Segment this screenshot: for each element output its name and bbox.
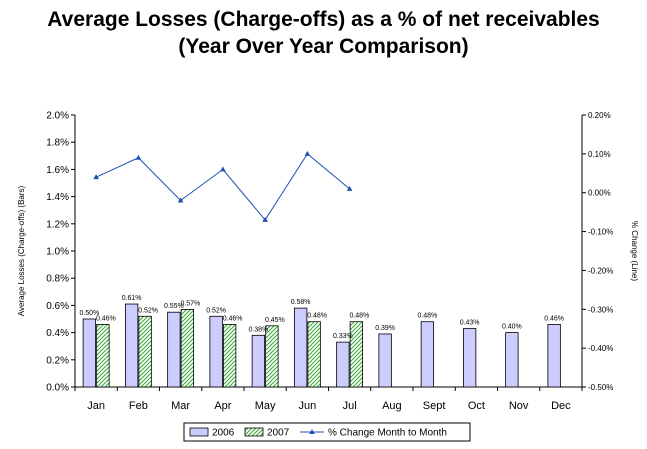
x-tick-label: Jul — [343, 400, 357, 412]
data-label-2006: 0.38% — [248, 326, 268, 333]
data-label-2007: 0.48% — [307, 313, 327, 320]
bar-2007 — [138, 315, 152, 388]
y-tick-label: 0.2% — [46, 355, 69, 366]
legend-label-2007: 2007 — [267, 428, 290, 439]
bar-2006 — [82, 318, 97, 388]
line-point — [135, 154, 142, 160]
y-tick-label: 2.0% — [46, 111, 69, 122]
legend-label-line: % Change Month to Month — [328, 428, 447, 439]
y-tick-label: 1.6% — [46, 165, 69, 176]
line-point — [262, 216, 268, 222]
data-label-2006: 0.55% — [164, 303, 184, 310]
y-axis-title: Average Losses (Charge-offs) (Bars) — [17, 185, 26, 316]
line-point — [220, 166, 226, 172]
x-tick-label: Sept — [423, 400, 446, 412]
data-label-2006: 0.40% — [502, 324, 522, 331]
chart-subtitle: (Year Over Year Comparison) — [178, 35, 469, 58]
x-tick-label: Jun — [299, 400, 317, 412]
data-label-2006: 0.52% — [206, 307, 226, 314]
chart-title: Average Losses (Charge-offs) as a % of n… — [0, 6, 647, 60]
data-label-2006: 0.58% — [291, 299, 311, 306]
bar-2006 — [124, 303, 139, 388]
y-tick-label: 0.4% — [46, 328, 69, 339]
y2-tick-label: -0.20% — [588, 266, 613, 275]
legend-marker-line — [309, 429, 315, 434]
bar-2007 — [180, 309, 195, 388]
y2-tick-label: -0.40% — [588, 344, 613, 353]
bar-2006 — [209, 315, 223, 388]
line-point — [93, 174, 99, 180]
y-tick-label: 0.6% — [46, 301, 69, 312]
x-tick-label: Aug — [382, 400, 402, 412]
data-label-2006: 0.39% — [375, 325, 395, 332]
y-tick-label: 1.4% — [46, 192, 69, 203]
legend-swatch-2006 — [189, 427, 209, 437]
x-tick-label: Dec — [551, 400, 571, 412]
y-tick-label: 0.0% — [46, 383, 69, 394]
line-point — [346, 185, 353, 191]
bar-2006 — [336, 341, 350, 388]
line-point — [304, 150, 311, 156]
y2-tick-label: 0.10% — [588, 150, 611, 159]
bar-2007 — [265, 325, 279, 388]
bar-2006 — [167, 311, 181, 388]
bar-2006 — [378, 333, 392, 388]
bar-2006 — [420, 321, 435, 388]
legend-label-2006: 2006 — [212, 428, 235, 439]
data-label-2007: 0.52% — [138, 307, 158, 314]
y2-axis-title: % Change (Line) — [630, 221, 639, 281]
bar-2006 — [293, 307, 308, 388]
bar-2007 — [222, 324, 237, 388]
x-tick-label: Apr — [214, 400, 231, 412]
y-tick-label: 1.8% — [46, 138, 69, 149]
bar-2006 — [547, 324, 561, 388]
data-label-2006: 0.46% — [544, 315, 564, 322]
y2-tick-label: -0.10% — [588, 228, 613, 237]
y-tick-label: 0.8% — [46, 274, 69, 285]
data-label-2007: 0.48% — [349, 313, 369, 320]
data-label-2006: 0.33% — [333, 333, 353, 340]
data-label-2006: 0.61% — [122, 295, 142, 302]
chart-title-line1: Average Losses (Charge-offs) as a % of n… — [47, 8, 600, 31]
data-label-2007: 0.45% — [265, 317, 285, 324]
legend-swatch-2007 — [244, 427, 264, 437]
data-label-2006: 0.50% — [79, 310, 99, 317]
y-tick-label: 1.0% — [46, 247, 69, 258]
bar-2007 — [307, 321, 321, 388]
y2-tick-label: 0.00% — [588, 189, 611, 198]
x-tick-label: Feb — [129, 400, 148, 412]
line-pct-change — [95, 153, 350, 221]
bar-2007 — [96, 324, 110, 388]
y2-tick-label: -0.30% — [588, 305, 613, 314]
x-tick-label: May — [255, 400, 276, 412]
bar-2006 — [505, 332, 519, 388]
line-point — [177, 197, 184, 203]
data-label-2007: 0.57% — [180, 300, 200, 307]
bar-2006 — [462, 328, 477, 388]
data-label-2006: 0.43% — [460, 320, 480, 327]
bar-2006 — [251, 334, 266, 388]
x-tick-label: Mar — [171, 400, 190, 412]
data-label-2007: 0.46% — [96, 315, 116, 322]
data-label-2006: 0.48% — [417, 313, 437, 320]
legend — [183, 422, 471, 442]
data-label-2007: 0.46% — [223, 315, 243, 322]
bar-2007 — [349, 321, 364, 388]
y2-tick-label: -0.50% — [588, 383, 613, 392]
x-tick-label: Oct — [468, 400, 485, 412]
y-tick-label: 1.2% — [46, 219, 69, 230]
x-tick-label: Nov — [509, 400, 529, 412]
y2-tick-label: 0.20% — [588, 111, 611, 120]
x-tick-label: Jan — [87, 400, 105, 412]
